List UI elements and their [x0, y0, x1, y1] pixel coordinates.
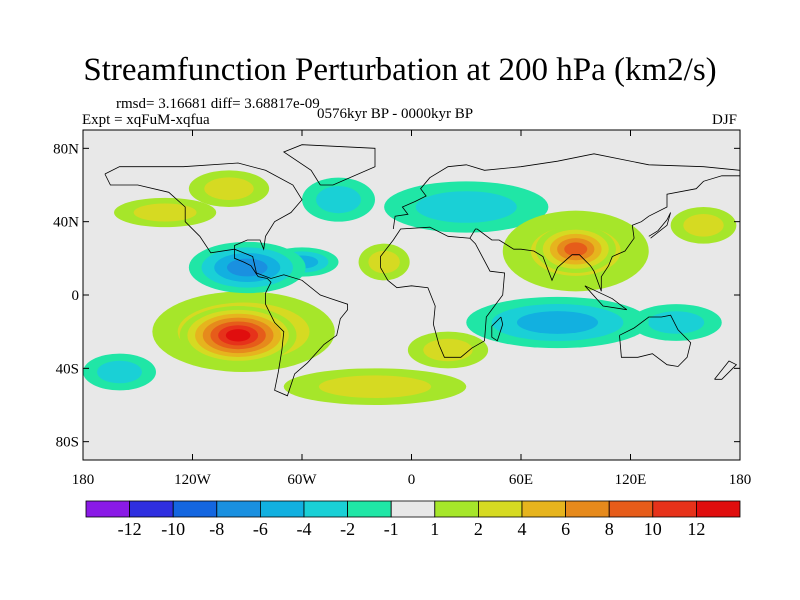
colorbar-label: 8 — [605, 519, 614, 539]
season-label: DJF — [712, 112, 738, 128]
colorbar-label: 10 — [644, 519, 662, 539]
colorbar-box — [477, 500, 523, 518]
colorbar-label: 4 — [518, 519, 527, 539]
coastlines — [104, 144, 740, 397]
y-tick-label: 40S — [56, 361, 79, 377]
colorbar-box — [172, 500, 218, 518]
field-tropical-atlantic-low — [226, 258, 268, 277]
colorbar-box — [390, 500, 436, 518]
field-west-pacific-low — [648, 311, 705, 334]
coastline — [491, 316, 504, 342]
colorbar-box — [129, 500, 174, 518]
colorbar-box — [85, 500, 130, 518]
x-tick-label: 0 — [408, 472, 416, 488]
y-tick-label: 80S — [56, 435, 79, 451]
field-indian-ocean-low — [516, 311, 599, 334]
coastline — [619, 314, 692, 367]
field-se-pacific-low — [97, 360, 142, 384]
field-asia-high — [564, 242, 588, 256]
colorbar-label: -12 — [118, 519, 142, 539]
coastline — [282, 144, 376, 186]
colorbar-label: 1 — [430, 519, 439, 539]
colorbar-box — [696, 500, 741, 518]
colorbar-box — [608, 500, 654, 518]
coastline — [584, 285, 628, 311]
colorbar-label: 6 — [561, 519, 570, 539]
colorbar-box — [216, 500, 261, 518]
field-subantarctic-high — [318, 375, 432, 398]
x-tick-label: 120W — [174, 472, 212, 488]
colorbar-label: -2 — [340, 519, 355, 539]
field-n-atlantic-high — [368, 250, 400, 274]
coastline — [469, 175, 740, 292]
colorbar-box — [347, 500, 392, 518]
y-tick-label: 80N — [53, 141, 79, 157]
y-tick-label: 0 — [72, 288, 80, 304]
field-n-atlantic-low — [316, 186, 361, 214]
coastline — [104, 162, 349, 397]
period-label: 0576kyr BP - 0000kyr BP — [317, 106, 474, 122]
colorbar-label: -8 — [209, 519, 224, 539]
colorbar-label: -6 — [253, 519, 268, 539]
field-n-pacific-high — [133, 203, 197, 222]
stats-label: rmsd= 3.16681 diff= 3.68817e-09 — [116, 96, 320, 112]
colorbar-label: 2 — [474, 519, 483, 539]
colorbar-box — [565, 500, 610, 518]
experiment-label: Expt = xqFuM-xqfua — [82, 112, 210, 128]
x-tick-label: 120E — [615, 472, 647, 488]
field-n-pacific-east-high — [683, 214, 724, 237]
colorbar-label: -4 — [297, 519, 312, 539]
field-south-america-low — [225, 329, 251, 342]
x-tick-label: 60W — [287, 472, 317, 488]
x-tick-label: 180 — [72, 472, 95, 488]
colorbar-label: 12 — [687, 519, 705, 539]
colorbar-box — [521, 500, 566, 518]
field-background — [83, 130, 740, 460]
colorbar-label: -10 — [161, 519, 185, 539]
y-tick-label: 40N — [53, 215, 79, 231]
x-tick-label: 60E — [509, 472, 533, 488]
colorbar-box — [434, 500, 479, 518]
colorbar-label: -1 — [384, 519, 399, 539]
coastline — [714, 360, 738, 380]
field-south-atlantic-high — [423, 338, 473, 362]
x-tick-label: 180 — [729, 472, 752, 488]
map-field — [83, 130, 740, 460]
colorbar: -12 -10 -8 -6 -4 -2 -1 1 2 4 6 8 10 12 — [85, 500, 741, 539]
chart-title: Streamfunction Perturbation at 200 hPa (… — [83, 52, 717, 88]
colorbar-box — [652, 500, 697, 518]
colorbar-box — [259, 500, 305, 518]
field-africa-low — [415, 191, 517, 223]
field-n-america-high — [204, 177, 254, 200]
coastline — [392, 153, 740, 230]
coastline — [648, 212, 671, 239]
colorbar-box — [303, 500, 348, 518]
coastline — [380, 226, 506, 358]
axes: 180 120W 60W 0 60E 120E 180 80N 40N 0 40S 80S — [53, 130, 751, 488]
